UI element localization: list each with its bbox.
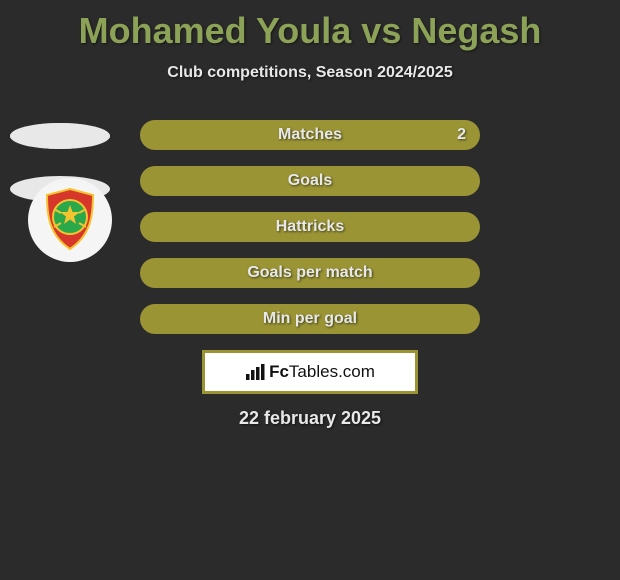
stat-value: 2	[457, 126, 466, 144]
stat-row-min-per-goal: Min per goal	[140, 304, 480, 334]
stat-label: Goals	[288, 172, 332, 190]
subtitle: Club competitions, Season 2024/2025	[0, 64, 620, 82]
stat-label: Min per goal	[263, 310, 357, 328]
stat-row-goals-per-match: Goals per match	[140, 258, 480, 288]
stat-row-goals: Goals	[140, 166, 480, 196]
bar-chart-icon	[245, 363, 265, 381]
stat-label: Matches	[278, 126, 342, 144]
date-label: 22 february 2025	[0, 408, 620, 429]
stat-row-matches: Matches 2	[140, 120, 480, 150]
ellipse-right-1	[10, 123, 110, 149]
page-title: Mohamed Youla vs Negash	[0, 0, 620, 52]
brand-logo: FcTables.com	[202, 350, 418, 394]
stat-row-hattricks: Hattricks	[140, 212, 480, 242]
stat-label: Goals per match	[247, 264, 372, 282]
shield-icon	[41, 187, 99, 253]
brand-text: FcTables.com	[269, 362, 375, 382]
club-badge	[28, 178, 112, 262]
stat-label: Hattricks	[276, 218, 344, 236]
stats-rows: Matches 2 Goals Hattricks Goals per matc…	[140, 120, 480, 334]
